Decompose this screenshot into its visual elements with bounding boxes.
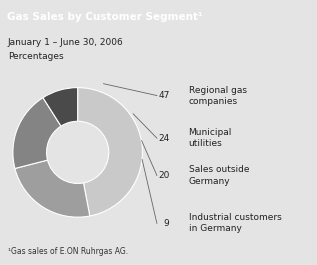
Wedge shape bbox=[78, 88, 142, 216]
Wedge shape bbox=[15, 160, 90, 217]
Text: 9: 9 bbox=[164, 219, 170, 228]
Wedge shape bbox=[13, 98, 61, 169]
Text: 24: 24 bbox=[158, 134, 170, 143]
Text: Industrial customers
in Germany: Industrial customers in Germany bbox=[189, 213, 281, 233]
Text: Gas Sales by Customer Segment¹: Gas Sales by Customer Segment¹ bbox=[7, 12, 202, 22]
Text: 47: 47 bbox=[158, 91, 170, 100]
Text: 20: 20 bbox=[158, 171, 170, 180]
Text: Regional gas
companies: Regional gas companies bbox=[189, 86, 247, 106]
Text: Sales outside
Germany: Sales outside Germany bbox=[189, 165, 249, 186]
Text: ¹Gas sales of E.ON Ruhrgas AG.: ¹Gas sales of E.ON Ruhrgas AG. bbox=[8, 248, 128, 256]
Text: Percentages: Percentages bbox=[8, 52, 63, 61]
Text: January 1 – June 30, 2006: January 1 – June 30, 2006 bbox=[8, 38, 124, 47]
Text: Municipal
utilities: Municipal utilities bbox=[189, 128, 232, 148]
Wedge shape bbox=[43, 88, 78, 126]
